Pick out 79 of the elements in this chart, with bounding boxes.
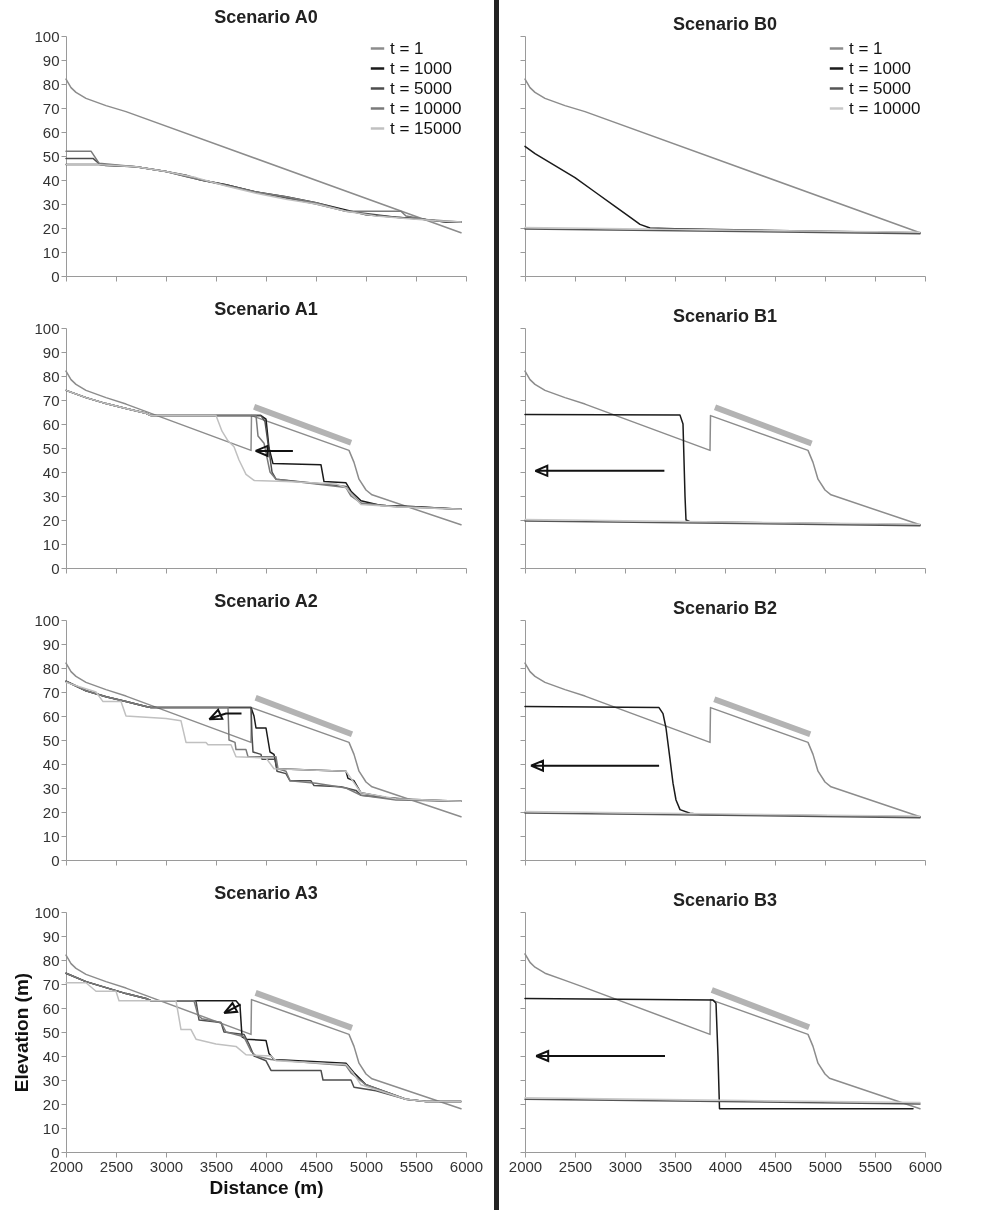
y-tick-label: 0 (51, 559, 60, 577)
y-tick-label: 20 (42, 511, 60, 529)
y-tick-label: 20 (42, 803, 60, 821)
chart-title: Scenario B1 (672, 305, 778, 326)
y-tick-label: 10 (42, 535, 60, 553)
x-tick-label: 4000 (249, 1157, 284, 1175)
y-tick-label: 10 (42, 1119, 60, 1137)
legend-label: t = 1000 (849, 58, 911, 78)
y-tick-label: 80 (42, 659, 60, 677)
x-tick-label: 4500 (299, 1157, 334, 1175)
x-tick-label: 3000 (608, 1157, 643, 1175)
y-tick-label: 100 (34, 611, 60, 629)
y-tick-label: 30 (42, 195, 60, 213)
chart-title: Scenario B3 (672, 889, 778, 910)
y-tick-label: 20 (42, 1095, 60, 1113)
y-tick-label: 70 (42, 391, 60, 409)
y-tick-label: 60 (42, 707, 60, 725)
chart-title: Scenario B2 (672, 597, 778, 618)
x-tick-label: 3000 (149, 1157, 184, 1175)
x-tick-label: 2000 (508, 1157, 543, 1175)
y-tick-label: 70 (42, 683, 60, 701)
y-tick-label: 60 (42, 999, 60, 1017)
x-axis-title: Distance (m) (209, 1176, 324, 1198)
x-tick-label: 2500 (558, 1157, 593, 1175)
y-tick-label: 40 (42, 755, 60, 773)
legend-label: t = 1 (849, 38, 883, 58)
y-tick-label: 50 (42, 439, 60, 457)
y-tick-label: 80 (42, 367, 60, 385)
y-tick-label: 40 (42, 463, 60, 481)
y-tick-label: 40 (42, 171, 60, 189)
y-tick-label: 90 (42, 51, 60, 69)
y-tick-label: 90 (42, 927, 60, 945)
x-tick-label: 5000 (808, 1157, 843, 1175)
chart-title: Scenario B0 (672, 13, 778, 34)
y-tick-label: 90 (42, 635, 60, 653)
y-tick-label: 10 (42, 827, 60, 845)
chart-title: Scenario A0 (214, 7, 318, 27)
y-tick-label: 100 (34, 27, 60, 45)
y-tick-label: 100 (34, 903, 60, 921)
y-tick-label: 30 (42, 779, 60, 797)
x-tick-label: 3500 (199, 1157, 234, 1175)
y-tick-label: 50 (42, 1023, 60, 1041)
y-tick-label: 20 (42, 219, 60, 237)
x-tick-label: 5000 (349, 1157, 384, 1175)
chart-title: Scenario A2 (214, 591, 318, 611)
chart-title: Scenario A1 (214, 299, 318, 319)
y-tick-label: 10 (42, 243, 60, 261)
x-tick-label: 2500 (99, 1157, 134, 1175)
x-tick-label: 6000 (908, 1157, 943, 1175)
y-tick-label: 50 (42, 731, 60, 749)
x-tick-label: 4500 (758, 1157, 793, 1175)
y-tick-label: 30 (42, 487, 60, 505)
y-tick-label: 80 (42, 75, 60, 93)
x-tick-label: 5500 (399, 1157, 434, 1175)
y-tick-label: 70 (42, 975, 60, 993)
y-tick-label: 60 (42, 123, 60, 141)
chart-title: Scenario A3 (214, 883, 318, 903)
x-tick-label: 4000 (708, 1157, 743, 1175)
x-tick-label: 5500 (858, 1157, 893, 1175)
x-tick-label: 6000 (449, 1157, 484, 1175)
legend-label: t = 5000 (849, 78, 911, 98)
legend-label: t = 15000 (390, 118, 462, 138)
y-tick-label: 100 (34, 319, 60, 337)
legend-label: t = 1000 (390, 58, 452, 78)
x-tick-label: 3500 (658, 1157, 693, 1175)
legend-label: t = 5000 (390, 78, 452, 98)
y-tick-label: 0 (51, 851, 60, 869)
legend-label: t = 1 (390, 38, 424, 58)
y-tick-label: 40 (42, 1047, 60, 1065)
y-tick-label: 90 (42, 343, 60, 361)
legend-label: t = 10000 (849, 98, 921, 118)
y-tick-label: 80 (42, 951, 60, 969)
y-tick-label: 0 (51, 267, 60, 285)
y-tick-label: 70 (42, 99, 60, 117)
y-tick-label: 60 (42, 415, 60, 433)
y-tick-label: 30 (42, 1071, 60, 1089)
y-tick-label: 50 (42, 147, 60, 165)
y-axis-title: Elevation (m) (11, 972, 33, 1093)
legend-label: t = 10000 (390, 98, 462, 118)
